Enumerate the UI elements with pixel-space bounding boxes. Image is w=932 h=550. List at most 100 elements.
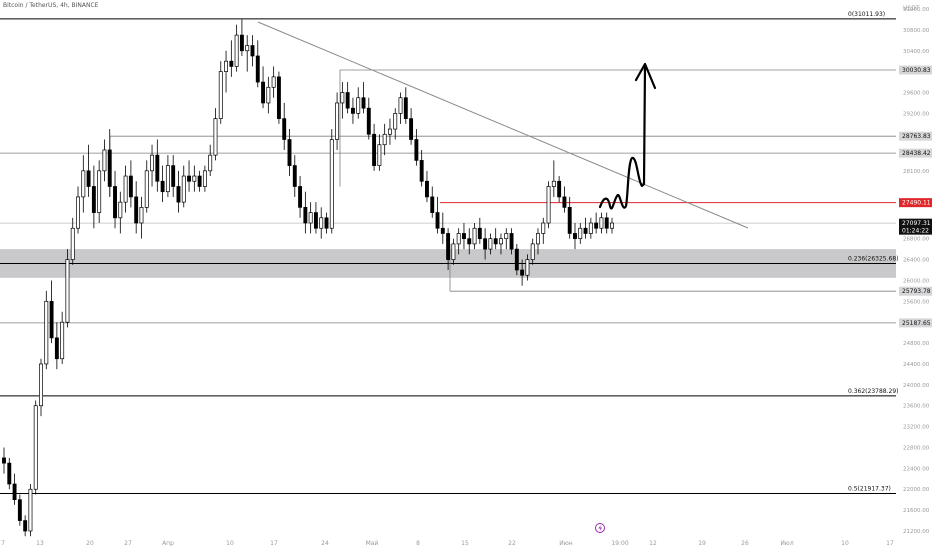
candle-body xyxy=(440,227,445,234)
price-tag-bg xyxy=(899,131,932,141)
candle-body xyxy=(81,170,86,198)
candle-body xyxy=(504,233,509,240)
candle-body xyxy=(387,128,392,135)
candle xyxy=(239,19,244,56)
candle-body xyxy=(202,170,207,187)
candle-body xyxy=(229,60,234,67)
candle-body xyxy=(361,97,366,109)
candle-body xyxy=(107,149,112,187)
candle xyxy=(298,176,303,218)
candle-body xyxy=(292,165,297,187)
candle xyxy=(451,238,456,265)
candle xyxy=(462,223,466,250)
candle xyxy=(409,108,414,145)
candle xyxy=(192,165,197,192)
candle-body xyxy=(483,238,488,250)
candle-body xyxy=(467,238,472,245)
candle xyxy=(176,170,181,213)
y-tick-label: 31200.00 xyxy=(903,7,930,13)
candle xyxy=(70,217,75,265)
x-tick-label: Июл xyxy=(780,540,794,547)
candle xyxy=(419,149,424,187)
candle-body xyxy=(509,233,514,250)
y-tick-label: 29600.00 xyxy=(903,91,930,97)
y-axis-currency: USDT xyxy=(903,5,920,12)
candle xyxy=(493,228,498,250)
y-tick-label: 30400.00 xyxy=(903,49,930,55)
candle-body xyxy=(44,300,49,365)
candle-body xyxy=(282,118,287,140)
candle-body xyxy=(2,457,6,464)
candle-body xyxy=(70,227,75,260)
y-tick-label: 21200.00 xyxy=(903,529,930,535)
candle-body xyxy=(208,154,213,172)
candle-body xyxy=(456,233,461,245)
candle-body xyxy=(520,269,525,276)
candle-body xyxy=(462,233,466,240)
candle-body xyxy=(287,139,292,166)
candle-body xyxy=(377,144,382,166)
candle xyxy=(477,217,482,244)
candle xyxy=(329,129,334,234)
x-tick-label: 15 xyxy=(461,540,469,547)
lightning-icon xyxy=(598,524,602,532)
y-tick-label: 22000.00 xyxy=(903,487,930,493)
candle xyxy=(134,181,139,234)
candle xyxy=(160,165,165,203)
candle xyxy=(313,202,318,234)
candle-body xyxy=(150,154,154,172)
price-tag-countdown: 01:24:22 xyxy=(902,228,929,235)
candle-body xyxy=(261,81,266,104)
candle xyxy=(282,102,287,150)
candle xyxy=(213,108,218,161)
candle-body xyxy=(313,212,318,229)
y-tick-label: 30800.00 xyxy=(903,28,930,34)
x-tick-label: Апр xyxy=(162,540,174,547)
candle xyxy=(144,160,149,213)
candle xyxy=(499,233,503,255)
candle-body xyxy=(604,217,609,229)
y-tick-label: 23600.00 xyxy=(903,404,930,410)
candle-body xyxy=(578,227,583,240)
price-tag-2: 28438.42 xyxy=(899,148,932,158)
candle xyxy=(7,457,12,490)
candle xyxy=(425,170,429,203)
candle-body xyxy=(234,34,239,67)
candle-body xyxy=(60,321,65,360)
candle-body xyxy=(493,238,498,245)
candle-body xyxy=(245,45,250,52)
candle xyxy=(525,254,530,281)
candle xyxy=(430,186,435,218)
x-cursor-label: 19:00 xyxy=(611,540,628,547)
candle-body xyxy=(488,238,493,250)
candle-body xyxy=(499,238,503,245)
y-tick-label: 24800.00 xyxy=(903,341,930,347)
candle xyxy=(562,186,567,213)
candle xyxy=(472,223,477,250)
candle xyxy=(308,202,313,234)
candle xyxy=(276,71,281,124)
candle xyxy=(573,223,577,250)
candle xyxy=(28,484,33,537)
candle-body xyxy=(102,149,107,172)
candle xyxy=(361,82,366,114)
candle-body xyxy=(430,196,435,213)
candle-body xyxy=(12,483,17,501)
candle-body xyxy=(97,170,102,213)
candle xyxy=(245,35,250,72)
candle xyxy=(610,217,614,234)
candle xyxy=(335,92,340,150)
candle xyxy=(229,40,234,77)
candle-body xyxy=(335,102,340,140)
candle xyxy=(128,160,133,208)
x-tick-label: 7 xyxy=(1,540,5,547)
candle xyxy=(324,212,329,234)
x-tick-label: 22 xyxy=(508,540,516,547)
x-tick-label: 8 xyxy=(416,540,420,547)
fib-label-2: 0.362(23788.29) xyxy=(848,388,899,395)
y-tick-label: 25600.00 xyxy=(903,299,930,305)
candle xyxy=(440,212,445,244)
x-tick-label: 10 xyxy=(841,540,849,547)
candle-body xyxy=(218,71,223,119)
